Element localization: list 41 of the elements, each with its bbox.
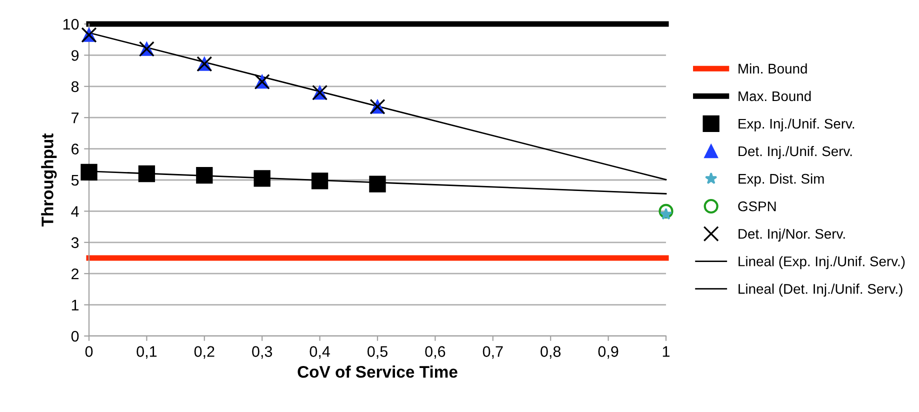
- y-tick-label: 2: [72, 268, 79, 280]
- y-tick-label: 7: [72, 112, 79, 124]
- legend-label: Lineal (Exp. Inj./Unif. Serv.): [738, 256, 905, 270]
- legend-label: Lineal (Det. Inj./Unif. Serv.): [738, 284, 902, 297]
- legend-label: Exp. Dist. Sim: [738, 174, 824, 186]
- y-tick-label: 4: [71, 206, 79, 217]
- point: [369, 176, 386, 192]
- point: [138, 165, 156, 182]
- x-tick-label: 0,8: [540, 346, 561, 359]
- x-tick-label: 1: [662, 346, 670, 357]
- point: [660, 208, 672, 220]
- x-tick-label: 0,4: [310, 346, 330, 359]
- legend-label: Max. Bound: [738, 90, 811, 102]
- point: [658, 204, 674, 218]
- legend-label: Det. Inj/Nor. Serv.: [738, 228, 845, 242]
- point: [254, 170, 270, 187]
- y-tick-label: 0: [71, 330, 79, 342]
- y-axis-title: Throughput: [41, 133, 57, 227]
- y-tick-label: 1: [72, 300, 79, 310]
- x-axis-title: CoV of Service Time: [298, 366, 458, 378]
- y-tick-label: 5: [71, 175, 79, 186]
- x-tick-label: 0,6: [425, 346, 446, 359]
- y-tick-label: 9: [72, 50, 79, 61]
- y-tick-label: 6: [72, 144, 79, 154]
- x-tick-label: 0,2: [194, 346, 214, 359]
- x-tick-label: 0,7: [482, 346, 503, 359]
- y-tick-label: 8: [71, 81, 79, 92]
- x-tick-label: 0,5: [367, 346, 388, 359]
- y-tick-label: 10: [63, 18, 79, 30]
- point: [311, 172, 328, 190]
- x-tick-label: 0,3: [252, 346, 272, 359]
- y-tick-label: 3: [71, 237, 79, 248]
- x-tick-label: 0: [85, 346, 93, 357]
- x-tick-label: 0,1: [136, 346, 157, 359]
- legend-label: Det. Inj./Unif. Serv.: [738, 146, 852, 159]
- legend-label: Exp. Inj./Unif. Serv.: [738, 118, 854, 132]
- legend-label: Min. Bound: [738, 63, 807, 74]
- point: [196, 166, 213, 184]
- point: [80, 164, 98, 181]
- x-tick-label: 0,9: [598, 346, 618, 359]
- legend-label: GSPN: [738, 201, 776, 212]
